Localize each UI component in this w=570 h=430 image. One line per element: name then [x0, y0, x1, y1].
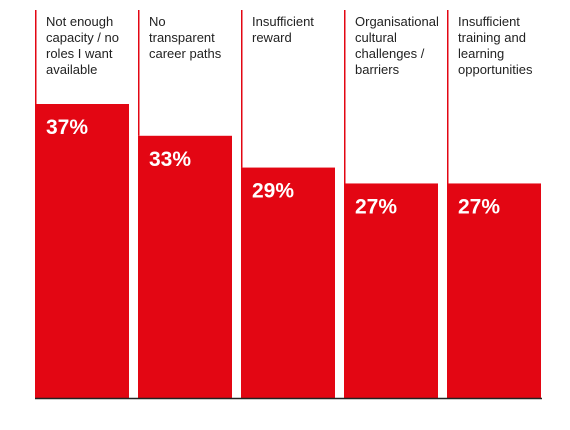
bar — [344, 183, 438, 398]
category-label: No transparent career paths — [149, 14, 222, 61]
category-label-line: roles I want — [46, 46, 113, 61]
category-label: Not enough capacity / no roles I want avail… — [46, 14, 119, 77]
category-label-line: cultural — [355, 30, 397, 45]
category-label-line: challenges / — [355, 46, 425, 61]
category-label-line: barriers — [355, 62, 400, 77]
category-label-line: Insufficient — [252, 14, 314, 29]
category-label-line: Organisational — [355, 14, 439, 29]
category-label-line: transparent — [149, 30, 215, 45]
category-label: Insufficient training and learning opportun… — [458, 14, 533, 77]
category-label-line: Insufficient — [458, 14, 520, 29]
category-label-line: Not enough — [46, 14, 113, 29]
category-label-line: available — [46, 62, 97, 77]
category-label-line: career paths — [149, 46, 222, 61]
bar-value-label: 27% — [458, 195, 500, 218]
category-label: Insufficient reward — [252, 14, 314, 45]
bar-value-label: 33% — [149, 148, 191, 171]
bar-value-label: 27% — [355, 195, 397, 218]
bar-value-label: 37% — [46, 116, 88, 139]
category-label: Organisational cultural challenges / barrie… — [355, 14, 439, 77]
bar — [35, 104, 129, 398]
bar — [138, 135, 232, 398]
bar — [447, 183, 541, 398]
category-label-line: training and — [458, 30, 526, 45]
category-label-line: capacity / no — [46, 30, 119, 45]
category-label-line: opportunities — [458, 62, 533, 77]
category-label-line: learning — [458, 46, 504, 61]
bar — [241, 167, 335, 398]
bar-value-label: 29% — [252, 180, 294, 203]
category-label-line: reward — [252, 30, 292, 45]
category-label-line: No — [149, 14, 166, 29]
